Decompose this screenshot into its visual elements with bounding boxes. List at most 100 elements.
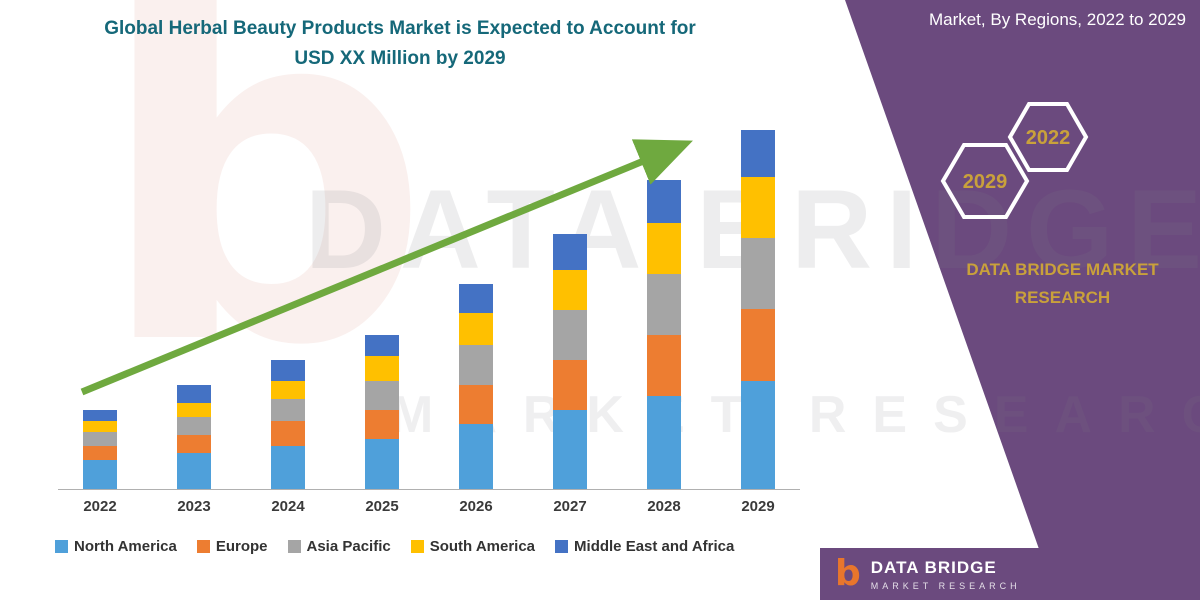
- bar-stack-2026: [459, 284, 493, 489]
- x-tick-2022: 2022: [83, 498, 117, 515]
- bar-segment-2028-middle-east-and-africa: [647, 180, 681, 224]
- bar-segment-2029-north-america: [741, 381, 775, 489]
- bar-stack-2029: [741, 130, 775, 489]
- bar-segment-2029-europe: [741, 309, 775, 382]
- x-tick-2026: 2026: [459, 498, 493, 515]
- bar-segment-2022-middle-east-and-africa: [83, 410, 117, 421]
- legend: North America Europe Asia Pacific South Ame…: [55, 538, 734, 555]
- legend-swatch-icon: [410, 540, 424, 553]
- legend-swatch-icon: [555, 540, 569, 553]
- x-tick-2023: 2023: [177, 498, 211, 515]
- bar-column-2024: 2024: [268, 130, 308, 515]
- legend-label: South America: [429, 538, 536, 555]
- hexagon-year-2029: 2029: [963, 171, 1008, 193]
- bar-segment-2026-middle-east-and-africa: [459, 284, 493, 314]
- bar-segment-2028-south-america: [647, 223, 681, 274]
- x-tick-2028: 2028: [647, 498, 681, 515]
- legend-swatch-icon: [287, 540, 301, 553]
- bar-segment-2022-europe: [83, 445, 117, 461]
- bar-column-2023: 2023: [174, 130, 214, 515]
- bar-segment-2027-europe: [553, 359, 587, 410]
- ribbon-brand: DATA BRIDGE MARKET RESEARCH: [950, 256, 1175, 312]
- bar-stack-2023: [177, 384, 211, 489]
- footer-brand-sub: MARKET RESEARCH: [870, 580, 1021, 591]
- bar-segment-2024-europe: [271, 420, 305, 446]
- bar-column-2029: 2029: [738, 130, 778, 515]
- bar-segment-2024-north-america: [271, 445, 305, 489]
- bar-segment-2026-south-america: [459, 313, 493, 346]
- bar-column-2026: 2026: [456, 130, 496, 515]
- bar-segment-2025-south-america: [365, 356, 399, 382]
- bar-segment-2028-europe: [647, 334, 681, 396]
- bar-segment-2029-asia-pacific: [741, 237, 775, 310]
- bar-segment-2026-europe: [459, 384, 493, 425]
- footer-band: [820, 548, 1200, 600]
- bar-segment-2029-middle-east-and-africa: [741, 130, 775, 177]
- x-tick-2027: 2027: [553, 498, 587, 515]
- bar-segment-2027-middle-east-and-africa: [553, 234, 587, 271]
- page-title: Global Herbal Beauty Products Market is …: [55, 14, 745, 75]
- bar-segment-2028-asia-pacific: [647, 273, 681, 335]
- bar-segment-2028-north-america: [647, 395, 681, 489]
- footer-brand-name: DATA BRIDGE: [870, 557, 997, 577]
- bar-column-2028: 2028: [644, 130, 684, 515]
- bar-segment-2027-asia-pacific: [553, 309, 587, 360]
- bar-segment-2026-asia-pacific: [459, 345, 493, 385]
- plot-area: 2022 2023 2024 2025 2026 2027 2028 2029: [58, 130, 800, 515]
- bar-segment-2024-middle-east-and-africa: [271, 359, 305, 382]
- bar-segment-2023-north-america: [177, 453, 211, 489]
- bar-segment-2024-asia-pacific: [271, 399, 305, 421]
- bar-segment-2022-south-america: [83, 420, 117, 432]
- bar-column-2027: 2027: [550, 130, 590, 515]
- hexagon-2022: [1007, 102, 1089, 172]
- bar-segment-2023-middle-east-and-africa: [177, 384, 211, 403]
- bar-segment-2025-europe: [365, 410, 399, 439]
- legend-item-south-america: South America: [410, 538, 536, 555]
- bar-segment-2023-europe: [177, 435, 211, 454]
- legend-swatch-icon: [55, 540, 68, 553]
- ribbon-brand-line1: DATA BRIDGE MARKET: [966, 260, 1159, 279]
- legend-swatch-icon: [196, 540, 210, 553]
- legend-item-north-america: North America: [55, 538, 177, 555]
- legend-item-europe: Europe: [196, 538, 268, 555]
- footer-logo-block: b DATA BRIDGE MARKET RESEARCH: [835, 556, 1021, 592]
- legend-label: North America: [74, 538, 177, 555]
- bar-stack-2022: [83, 410, 117, 489]
- bar-segment-2022-north-america: [83, 460, 117, 489]
- footer-logo-b-icon: b: [835, 553, 861, 594]
- legend-item-asia-pacific: Asia Pacific: [287, 538, 391, 555]
- bar-stack-2025: [365, 334, 399, 489]
- bar-column-2022: 2022: [80, 130, 120, 515]
- year-hexagons: 2029 2022: [940, 102, 1089, 219]
- title-line-1: Global Herbal Beauty Products Market is …: [104, 18, 696, 39]
- bar-segment-2025-middle-east-and-africa: [365, 334, 399, 357]
- bar-segment-2026-north-america: [459, 424, 493, 489]
- bar-stack-2028: [647, 180, 681, 489]
- ribbon-subtitle: Market, By Regions, 2022 to 2029: [928, 10, 1186, 29]
- bar-stack-2024: [271, 359, 305, 489]
- x-tick-2024: 2024: [271, 498, 305, 515]
- bar-segment-2023-asia-pacific: [177, 417, 211, 436]
- watermark-text-marketresearch: MARKET RESEARCH: [390, 386, 1200, 444]
- x-tick-2025: 2025: [365, 498, 399, 515]
- bar-segment-2027-south-america: [553, 270, 587, 310]
- title-line-2: USD XX Million by 2029: [294, 48, 506, 70]
- legend-item-middle-east-and-africa: Middle East and Africa: [555, 538, 734, 555]
- bar-segment-2022-asia-pacific: [83, 431, 117, 446]
- bar-segment-2025-north-america: [365, 438, 399, 489]
- legend-label: Asia Pacific: [306, 538, 391, 555]
- x-tick-2029: 2029: [741, 498, 775, 515]
- bar-segment-2023-south-america: [177, 402, 211, 418]
- bar-segment-2025-asia-pacific: [365, 381, 399, 410]
- bar-column-2025: 2025: [362, 130, 402, 515]
- hexagon-year-2022: 2022: [1026, 127, 1071, 149]
- legend-label: Europe: [215, 538, 268, 555]
- ribbon-brand-line2: RESEARCH: [1014, 288, 1111, 308]
- bar-segment-2027-north-america: [553, 410, 587, 489]
- bar-segment-2029-south-america: [741, 176, 775, 238]
- bar-stack-2027: [553, 234, 587, 489]
- legend-label: Middle East and Africa: [574, 538, 735, 555]
- hexagon-2029: [940, 143, 1030, 219]
- bar-segment-2024-south-america: [271, 381, 305, 400]
